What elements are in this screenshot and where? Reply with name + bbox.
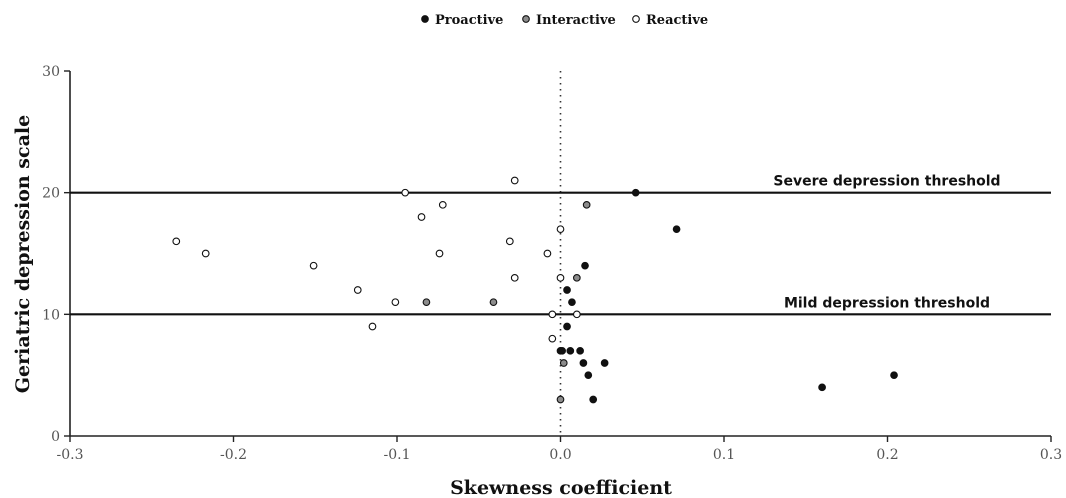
data-point-interactive: [582, 200, 591, 209]
x-tick-label: 0.3: [1040, 447, 1062, 463]
data-point-reactive: [548, 310, 557, 319]
data-point-interactive: [422, 298, 431, 307]
data-point-reactive: [548, 334, 557, 343]
y-tick-label: 0: [51, 429, 60, 445]
data-point-interactive: [489, 298, 498, 307]
data-point-proactive: [581, 261, 589, 270]
data-point-reactive: [353, 286, 362, 294]
x-tick-label: -0.3: [57, 447, 84, 463]
data-point-reactive: [510, 176, 519, 185]
x-tick-label: 0.1: [713, 447, 735, 463]
legend-label-proactive: Proactive: [435, 13, 503, 28]
data-point-reactive: [401, 188, 410, 197]
data-point-reactive: [543, 249, 552, 258]
legend-marker-proactive: [421, 15, 429, 23]
y-tick-label: 10: [42, 307, 60, 323]
data-point-interactive: [572, 273, 581, 282]
data-point-proactive: [568, 298, 576, 307]
x-axis-title: Skewness coefficient: [450, 477, 672, 498]
threshold-label: Mild depression threshold: [784, 295, 990, 311]
legend-label-interactive: Interactive: [536, 13, 616, 28]
data-point-proactive: [566, 346, 575, 355]
data-point-proactive: [563, 286, 571, 294]
data-point-reactive: [556, 273, 565, 282]
legend-marker-interactive: [522, 15, 530, 23]
threshold-label: Severe depression threshold: [773, 174, 1000, 190]
data-point-proactive: [600, 359, 609, 367]
data-point-reactive: [391, 298, 400, 307]
plot-area: 0 10 20 30 -0.3 -0.2 -0.1 0.0 0.1 0.2 0.3 Severe de…: [42, 64, 1062, 463]
data-point-proactive: [584, 371, 593, 380]
data-point-reactive: [435, 249, 444, 258]
x-tick-label: -0.1: [384, 447, 411, 463]
data-point-interactive: [556, 395, 565, 404]
legend: Proactive Interactive Reactive: [421, 13, 708, 28]
data-point-reactive: [309, 261, 318, 270]
data-point-reactive: [368, 322, 377, 331]
data-point-reactive: [556, 225, 565, 234]
data-point-reactive: [438, 200, 447, 209]
data-point-proactive: [818, 383, 826, 392]
data-point-reactive: [201, 249, 210, 258]
y-tick-label: 30: [42, 64, 60, 80]
x-tick-label: -0.2: [220, 447, 247, 463]
data-point-proactive: [672, 225, 681, 234]
data-point-proactive: [589, 395, 598, 404]
data-point-proactive: [890, 371, 898, 380]
data-point-reactive: [572, 310, 581, 319]
data-point-proactive: [579, 359, 588, 367]
legend-label-reactive: Reactive: [646, 13, 708, 28]
data-point-reactive: [417, 213, 426, 221]
data-point-reactive: [510, 273, 519, 282]
data-point-proactive: [558, 346, 566, 355]
x-tick-label: 0.0: [549, 447, 571, 463]
data-point-proactive: [631, 188, 640, 197]
data-point-proactive: [576, 346, 584, 355]
data-point-reactive: [172, 237, 181, 246]
data-point-reactive: [505, 237, 514, 246]
y-axis-title: Geriatric depression scale: [12, 115, 34, 393]
legend-marker-reactive: [632, 15, 640, 23]
data-point-proactive: [563, 322, 571, 331]
data-point-interactive: [559, 359, 568, 367]
x-tick-label: 0.2: [876, 447, 898, 463]
y-tick-label: 20: [42, 186, 60, 202]
